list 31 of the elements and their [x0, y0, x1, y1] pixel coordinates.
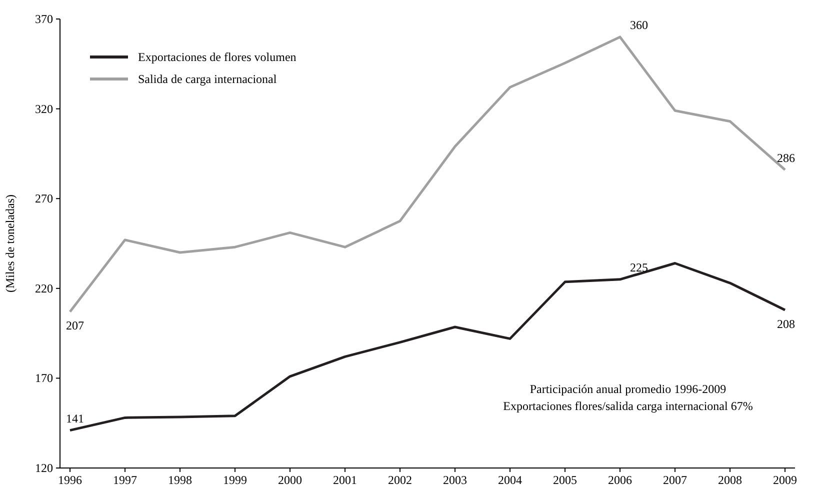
- x-tick-label: 2009: [773, 473, 797, 487]
- annotation: Exportaciones flores/salida carga internacional 67%: [503, 399, 753, 413]
- x-tick-label: 2008: [718, 473, 742, 487]
- data-label: 286: [777, 150, 795, 165]
- y-tick-label: 370: [35, 12, 53, 26]
- y-tick-label: 220: [35, 281, 53, 296]
- y-axis-title: (Miles de toneladas): [3, 194, 17, 292]
- annotation: Participación anual promedio 1996-2009: [530, 382, 726, 396]
- y-tick-label: 320: [35, 102, 53, 116]
- x-tick-label: 2006: [608, 473, 632, 487]
- x-tick-label: 2004: [498, 473, 522, 487]
- x-tick-label: 2000: [278, 473, 302, 487]
- data-label: 141: [66, 411, 84, 426]
- x-tick-label: 2003: [443, 473, 467, 487]
- data-label: 360: [630, 18, 648, 32]
- data-label: 208: [777, 316, 795, 331]
- legend-label: Exportaciones de flores volumen: [138, 50, 296, 64]
- y-tick-label: 270: [35, 192, 53, 206]
- x-tick-label: 2002: [388, 473, 412, 487]
- x-tick-label: 1996: [58, 473, 82, 487]
- x-tick-label: 1998: [168, 473, 192, 487]
- x-tick-label: 2005: [553, 473, 577, 487]
- data-label: 207: [66, 318, 84, 333]
- x-tick-label: 1997: [113, 473, 137, 487]
- x-tick-label: 2007: [663, 473, 687, 487]
- legend-label: Salida de carga internacional: [138, 72, 278, 86]
- x-tick-label: 2001: [333, 473, 357, 487]
- x-tick-label: 1999: [223, 473, 247, 487]
- y-tick-label: 120: [35, 461, 53, 475]
- data-label: 225: [630, 260, 648, 274]
- y-tick-label: 170: [35, 371, 53, 386]
